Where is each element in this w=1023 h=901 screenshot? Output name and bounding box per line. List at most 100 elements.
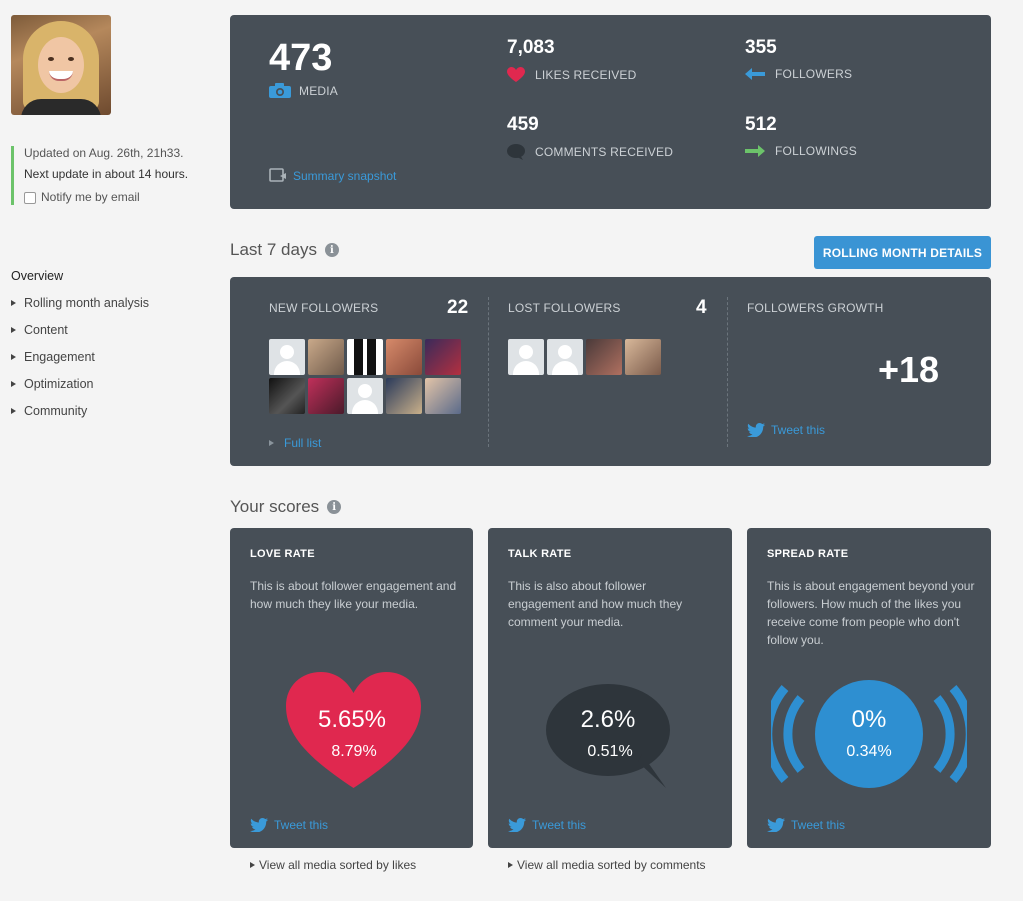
spread-rate-card: SPREAD RATE This is about engagement bey… — [747, 528, 991, 848]
talk-rate-value: 2.6% — [580, 706, 636, 733]
triangle-right-icon — [11, 327, 16, 333]
triangle-right-icon — [11, 354, 16, 360]
love-rate-title: LOVE RATE — [250, 548, 315, 560]
last-7-days-panel: NEW FOLLOWERS 22 Full list LOST FOLLOWER… — [230, 277, 991, 466]
view-media-by-comments-link[interactable]: View all media sorted by comments — [508, 858, 706, 872]
your-scores-title: Your scores — [230, 497, 320, 516]
follower-avatar[interactable] — [308, 339, 344, 375]
heart-icon — [507, 67, 525, 82]
sidebar-nav: Overview Rolling month analysis Content … — [11, 269, 149, 431]
follower-avatar[interactable] — [425, 339, 461, 375]
twitter-icon — [508, 818, 526, 832]
nav-item-community[interactable]: Community — [11, 404, 149, 418]
snapshot-icon — [269, 168, 286, 182]
column-divider — [727, 297, 728, 447]
nav-overview[interactable]: Overview — [11, 269, 64, 283]
twitter-icon — [747, 423, 765, 437]
follower-avatar[interactable] — [425, 378, 461, 414]
spread-rate-desc: This is about engagement beyond your fol… — [767, 579, 975, 647]
speech-bubble-icon — [546, 684, 670, 788]
new-followers-label: NEW FOLLOWERS — [269, 301, 379, 315]
follower-avatar[interactable] — [547, 339, 583, 375]
notify-email-checkbox[interactable]: Notify me by email — [24, 190, 196, 205]
profile-avatar — [11, 15, 111, 115]
lost-followers-label: LOST FOLLOWERS — [508, 301, 621, 315]
follower-avatar[interactable] — [386, 378, 422, 414]
love-rate-value: 5.65% — [317, 706, 387, 733]
triangle-right-icon — [11, 300, 16, 306]
triangle-right-icon — [11, 408, 16, 414]
follower-avatar[interactable] — [347, 339, 383, 375]
next-update-text: Next update in about 14 hours. — [24, 167, 189, 181]
checkbox-icon[interactable] — [24, 191, 36, 204]
love-rate-card: LOVE RATE This is about follower engagem… — [230, 528, 473, 848]
summary-snapshot-link[interactable]: Summary snapshot — [269, 168, 396, 183]
followers-growth-label: FOLLOWERS GROWTH — [747, 301, 884, 315]
triangle-right-icon — [250, 862, 255, 868]
lost-followers-count: 4 — [696, 297, 707, 318]
comments-count: 459 — [507, 114, 539, 135]
follower-avatar[interactable] — [269, 339, 305, 375]
rolling-month-details-button[interactable]: ROLLING MONTH DETAILS — [814, 236, 991, 269]
followings-label-row: FOLLOWINGS — [745, 144, 857, 158]
media-count: 473 — [269, 37, 333, 79]
info-icon[interactable]: i — [324, 243, 339, 257]
likes-count: 7,083 — [507, 37, 555, 58]
follower-avatar[interactable] — [508, 339, 544, 375]
spread-tweet-link[interactable]: Tweet this — [767, 818, 845, 832]
new-followers-thumbs — [269, 339, 461, 414]
full-list-link[interactable]: Full list — [269, 436, 321, 450]
followings-label: FOLLOWINGS — [775, 144, 858, 158]
love-tweet-link[interactable]: Tweet this — [250, 818, 328, 832]
comments-label-row: COMMENTS RECEIVED — [507, 144, 673, 160]
talk-rate-title: TALK RATE — [508, 548, 572, 560]
notify-email-label[interactable]: Notify me by email — [41, 190, 140, 204]
love-rate-sub: 8.79% — [331, 743, 377, 760]
followers-count: 355 — [745, 37, 777, 58]
info-icon[interactable]: i — [327, 500, 342, 514]
summary-panel: 473 MEDIA Summary snapshot 7,083 LIKES R… — [230, 15, 991, 209]
update-status: Updated on Aug. 26th, 21h33. Next update… — [11, 146, 196, 205]
comment-icon — [507, 144, 525, 160]
spread-rate-title: SPREAD RATE — [767, 548, 849, 560]
talk-rate-card: TALK RATE This is also about follower en… — [488, 528, 732, 848]
nav-item-optimization[interactable]: Optimization — [11, 377, 149, 391]
spread-rate-sub: 0.34% — [846, 743, 892, 760]
follower-avatar[interactable] — [386, 339, 422, 375]
follower-avatar[interactable] — [586, 339, 622, 375]
followers-label: FOLLOWERS — [775, 67, 853, 81]
nav-item-engagement[interactable]: Engagement — [11, 350, 149, 364]
twitter-icon — [767, 818, 785, 832]
broadcast-icon — [771, 680, 967, 788]
triangle-right-icon — [11, 381, 16, 387]
talk-rate-sub: 0.51% — [587, 743, 633, 760]
tweet-growth-link[interactable]: Tweet this — [747, 423, 825, 437]
nav-item-content[interactable]: Content — [11, 323, 149, 337]
likes-label: LIKES RECEIVED — [535, 68, 637, 82]
followings-count: 512 — [745, 114, 777, 135]
followers-growth-value: +18 — [878, 349, 940, 390]
follower-avatar[interactable] — [347, 378, 383, 414]
talk-rate-desc: This is also about follower engagement a… — [508, 579, 683, 629]
column-divider — [488, 297, 489, 447]
likes-label-row: LIKES RECEIVED — [507, 67, 637, 83]
update-time-text: Updated on Aug. 26th, 21h33. — [24, 146, 184, 160]
follower-avatar[interactable] — [625, 339, 661, 375]
love-rate-desc: This is about follower engagement and ho… — [250, 579, 457, 611]
arrow-left-icon — [745, 68, 765, 80]
media-label: MEDIA — [299, 83, 339, 98]
camera-icon — [269, 83, 291, 98]
your-scores-heading: Your scores i — [230, 497, 342, 517]
follower-avatar[interactable] — [269, 378, 305, 414]
triangle-right-icon — [269, 440, 274, 446]
follower-avatar[interactable] — [308, 378, 344, 414]
spread-rate-value: 0% — [851, 706, 887, 733]
comments-label: COMMENTS RECEIVED — [535, 145, 674, 159]
nav-item-rolling-month-analysis[interactable]: Rolling month analysis — [11, 296, 149, 310]
talk-tweet-link[interactable]: Tweet this — [508, 818, 586, 832]
triangle-right-icon — [508, 862, 513, 868]
view-media-by-likes-link[interactable]: View all media sorted by likes — [250, 858, 416, 872]
heart-icon — [286, 672, 421, 788]
last-7-days-heading: Last 7 days i — [230, 240, 339, 260]
lost-followers-thumbs — [508, 339, 700, 375]
